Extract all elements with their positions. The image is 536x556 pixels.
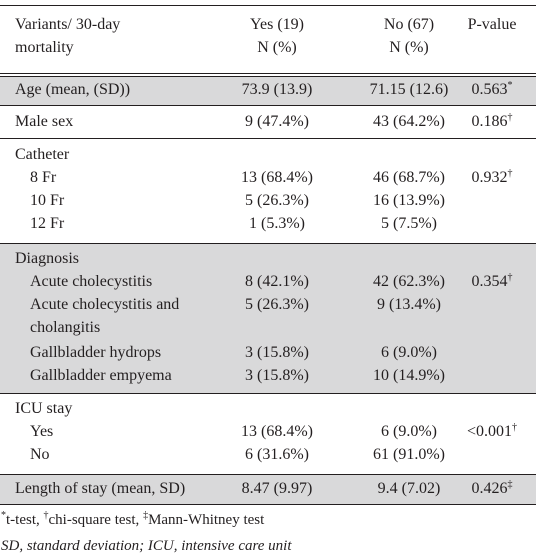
male-yes: 9 (47.4%) [245,113,309,130]
icu-row-label: Yes [30,423,54,440]
catheter-row-yes: 1 (5.3%) [249,215,305,232]
row-divider [0,474,536,475]
age-no: 71.15 (12.6) [369,81,449,98]
row-band-diagnosis [0,243,536,393]
diagnosis-row-yes: 8 (42.1%) [245,273,309,290]
diagnosis-row-label: Gallbladder hydrops [30,344,162,361]
male-pvalue: 0.186† [471,112,513,131]
header-mortality: mortality [15,39,74,56]
header-rule [0,73,536,74]
footnote-tests: *t-test, †chi-square test, ‡Mann-Whitney… [1,510,265,529]
diagnosis-row-no: 42 (62.3%) [373,273,445,290]
diagnosis-row-no: 6 (9.0%) [381,344,437,361]
row-band-los [0,474,536,504]
diagnosis-row-no: 9 (13.4%) [377,296,441,313]
catheter-pvalue: 0.932† [471,168,513,187]
catheter-row-label: 8 Fr [30,169,57,186]
diagnosis-row-label-cont: cholangitis [30,319,101,336]
icu-row-label: No [30,446,50,463]
row-divider [0,243,536,244]
age-pvalue: 0.563* [471,80,513,99]
row-divider [0,393,536,394]
diagnosis-row-no: 10 (14.9%) [373,367,445,384]
catheter-row-yes: 5 (26.3%) [245,192,309,209]
icu-row-yes: 13 (68.4%) [241,423,313,440]
catheter-row-label: 10 Fr [30,192,65,209]
diagnosis-row-label: Acute cholecystitis [30,273,153,290]
diagnosis-row-label: Gallbladder empyema [30,367,172,384]
header-pvalue: P-value [467,16,517,33]
age-label: Age (mean, (SD)) [15,81,131,98]
diagnosis-pvalue: 0.354† [471,272,513,291]
catheter-row-no: 46 (68.7%) [373,169,445,186]
los-no: 9.4 (7.02) [377,480,441,497]
age-yes: 73.9 (13.9) [241,81,313,98]
catheter-row-no: 16 (13.9%) [373,192,445,209]
icu-pvalue: <0.001† [466,422,518,441]
header-rule-2 [0,76,536,77]
los-label: Length of stay (mean, SD) [15,480,186,497]
bottom-rule [0,504,536,505]
header-no: No (67) [383,16,435,33]
diagnosis-row-yes: 3 (15.8%) [245,344,309,361]
male-label: Male sex [15,113,74,130]
catheter-row-yes: 13 (68.4%) [241,169,313,186]
catheter-label: Catheter [15,146,70,163]
los-yes: 8.47 (9.97) [241,480,313,497]
catheter-row-no: 5 (7.5%) [381,215,437,232]
header-yes-unit: N (%) [257,39,297,56]
row-divider [0,105,536,106]
row-band-age [0,77,536,105]
icu-row-yes: 6 (31.6%) [245,446,309,463]
footnote-abbreviations: SD, standard deviation; ICU, intensive c… [1,538,292,554]
diagnosis-row-yes: 5 (26.3%) [245,296,309,313]
diagnosis-row-label: Acute cholecystitis and [30,296,180,313]
icu-label: ICU stay [15,400,73,417]
diagnosis-label: Diagnosis [15,250,79,267]
icu-row-no: 61 (91.0%) [373,446,445,463]
top-rule [0,5,536,6]
header-variants: Variants/ 30-day [15,16,121,33]
los-pvalue: 0.426‡ [471,479,513,498]
header-no-unit: N (%) [389,39,429,56]
diagnosis-row-yes: 3 (15.8%) [245,367,309,384]
header-yes: Yes (19) [250,16,304,33]
male-no: 43 (64.2%) [373,113,445,130]
icu-row-no: 6 (9.0%) [381,423,437,440]
row-divider [0,138,536,139]
catheter-row-label: 12 Fr [30,215,65,232]
